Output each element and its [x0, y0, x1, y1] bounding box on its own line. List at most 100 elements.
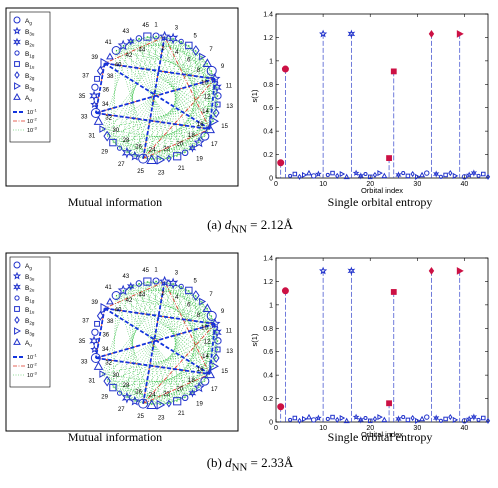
weak-link: [209, 349, 218, 375]
legend-label-7: Au: [25, 95, 32, 103]
orbital-marker: [146, 399, 158, 409]
small-point-shape: [481, 415, 486, 421]
weak-link: [168, 357, 217, 404]
small-point: [418, 171, 426, 178]
small-point-shape: [381, 172, 388, 179]
weak-link: [130, 41, 210, 130]
orbital-marker-shape: [117, 284, 129, 296]
orbital-index-label: 6: [187, 57, 191, 63]
legend-marker-0: [13, 261, 21, 269]
legend-label-6: B3g: [25, 84, 35, 92]
legend-marker-4-shape: [14, 306, 20, 312]
weak-link: [177, 104, 218, 157]
x-tick-label: 20: [366, 425, 374, 432]
small-point: [481, 171, 486, 177]
orbital-marker: [111, 291, 121, 301]
legend-marker-1: [12, 271, 22, 280]
weak-link: [172, 283, 218, 333]
small-point-shape: [367, 174, 373, 180]
orbital-marker: [90, 352, 101, 363]
weak-link: [143, 135, 205, 159]
legend: Ag B3u B2u B1g B1u B2g B3g Au 10-110-210-3: [9, 256, 51, 388]
orbital-index-label: 2: [161, 291, 165, 297]
plot-frame: [275, 13, 489, 179]
weak-link: [177, 142, 200, 157]
orbital-marker-shape: [156, 399, 166, 410]
y-tick-label: 1.2: [263, 279, 273, 286]
orbital-marker: [202, 58, 213, 68]
weak-link: [168, 112, 217, 159]
large-points: [277, 29, 464, 178]
weak-link: [112, 295, 117, 388]
weak-link: [155, 280, 182, 287]
legend-line-label-0: 10-1: [27, 353, 37, 362]
weak-link: [126, 283, 140, 398]
weak-link: [142, 56, 203, 159]
legend-label-sub-3: 1g: [29, 54, 35, 59]
legend-marker-7-shape: [13, 337, 21, 345]
orbital-marker-shape: [116, 145, 123, 151]
orbital-marker-shape: [109, 138, 117, 147]
small-point: [461, 418, 468, 424]
legend-marker-4: [14, 306, 20, 312]
weak-link: [143, 380, 205, 404]
weak-link: [112, 387, 135, 402]
weak-link: [119, 36, 148, 149]
small-point: [424, 170, 430, 176]
orbital-marker-shape: [126, 36, 135, 46]
weak-link: [147, 36, 174, 39]
small-point: [381, 172, 388, 179]
data-point: [347, 29, 356, 39]
orbital-marker-shape: [173, 152, 182, 161]
small-point-shape: [352, 169, 360, 176]
weak-link: [151, 295, 197, 405]
weak-link: [122, 290, 144, 404]
orbital-index-label: 29: [101, 150, 108, 156]
small-point-shape: [465, 415, 473, 422]
small-point: [452, 172, 459, 179]
orbital-marker: [214, 346, 221, 353]
weak-link: [112, 280, 157, 388]
weak-link: [147, 281, 208, 309]
medium-link: [164, 281, 211, 375]
small-point-shape: [292, 415, 298, 421]
orbital-marker: [188, 143, 197, 153]
legend-label-sub-4: 1u: [29, 310, 35, 315]
orbital-marker-shape: [89, 90, 99, 102]
orbital-marker: [100, 57, 111, 69]
x-tick-label: 30: [413, 181, 421, 188]
y-tick-label: 0: [269, 176, 273, 183]
weak-link: [168, 286, 182, 404]
weak-link: [188, 290, 208, 309]
weak-link: [102, 349, 218, 375]
orbital-marker: [173, 397, 182, 406]
small-point-shape: [395, 415, 402, 423]
weak-link: [151, 128, 210, 161]
small-point-shape: [448, 170, 453, 177]
small-point-shape: [310, 173, 317, 179]
weak-link: [160, 152, 186, 161]
orbital-index-label: 6: [187, 302, 191, 308]
orbital-marker: [94, 75, 100, 82]
orbital-marker: [212, 326, 222, 338]
small-point: [405, 417, 411, 423]
weak-link: [181, 286, 219, 341]
y-tick-label: 0.8: [263, 326, 273, 333]
small-point-shape: [335, 416, 340, 423]
weak-link: [151, 35, 157, 160]
small-point-shape: [452, 172, 459, 179]
small-point-shape: [476, 173, 481, 178]
legend-marker-2: [13, 282, 21, 292]
orbital-marker: [159, 30, 171, 42]
small-point: [470, 169, 478, 177]
small-point: [367, 418, 373, 424]
y-axis-label: s(1): [250, 333, 259, 346]
orbital-index-label: 25: [137, 414, 144, 420]
weak-link: [147, 36, 161, 160]
y-tick-label: 0.2: [263, 152, 273, 159]
small-point: [352, 413, 360, 420]
small-point: [415, 417, 421, 424]
orbital-marker: [91, 83, 99, 91]
legend-marker-3-shape: [14, 50, 20, 56]
